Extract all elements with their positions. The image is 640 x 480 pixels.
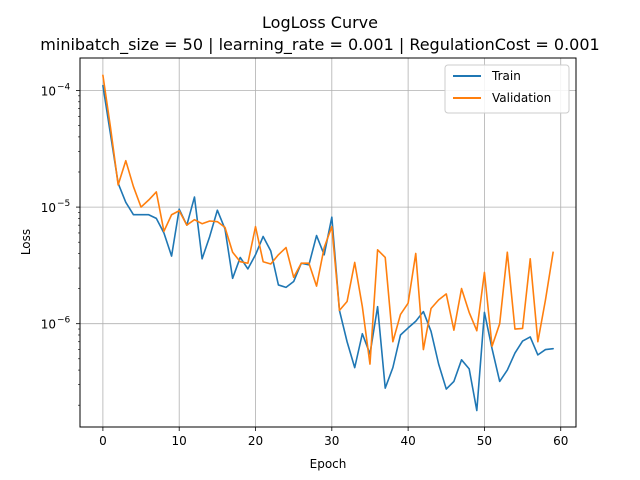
x-tick-label: 0 <box>99 434 107 448</box>
x-tick-label: 10 <box>172 434 187 448</box>
grid-lines <box>80 58 576 427</box>
legend-label-train: Train <box>491 69 521 83</box>
y-tick-label: 10 <box>41 318 56 332</box>
x-axis-ticks: 0 10 20 30 40 50 60 <box>99 427 568 448</box>
x-tick-label: 60 <box>553 434 568 448</box>
series-line-validation <box>102 74 554 365</box>
chart-title: LogLoss Curve <box>262 13 378 32</box>
y-tick-label: 10 <box>41 201 56 215</box>
legend: Train Validation <box>444 64 570 114</box>
plot-frame <box>79 57 577 428</box>
x-axis-label: Epoch <box>310 457 347 471</box>
x-tick-label: 50 <box>477 434 492 448</box>
legend-label-validation: Validation <box>492 91 551 105</box>
plot-area <box>80 58 576 427</box>
x-tick-label: 30 <box>324 434 339 448</box>
series-lines <box>102 74 554 412</box>
y-tick-exponent: −5 <box>57 199 70 209</box>
x-tick-label: 40 <box>400 434 415 448</box>
y-tick-exponent: −4 <box>57 83 71 93</box>
chart-subtitle: minibatch_size = 50 | learning_rate = 0.… <box>40 35 599 55</box>
x-tick-label: 20 <box>248 434 263 448</box>
y-axis-ticks: 10−610−510−4 <box>41 83 80 332</box>
y-axis-label: Loss <box>19 229 33 255</box>
y-tick-exponent: −6 <box>57 316 71 326</box>
y-tick-label: 10 <box>41 85 56 99</box>
